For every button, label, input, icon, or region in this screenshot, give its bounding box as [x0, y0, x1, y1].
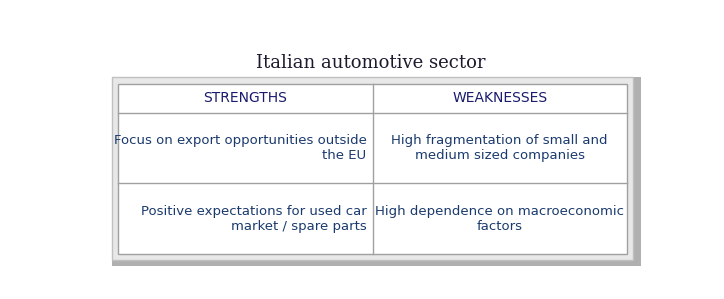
Text: Focus on export opportunities outside
the EU: Focus on export opportunities outside th…	[114, 134, 366, 162]
Text: Italian automotive sector: Italian automotive sector	[256, 54, 486, 72]
Bar	[112, 77, 633, 260]
Bar	[112, 260, 641, 268]
Bar	[119, 84, 627, 254]
Text: High dependence on macroeconomic
factors: High dependence on macroeconomic factors	[375, 205, 624, 233]
Text: Positive expectations for used car
market / spare parts: Positive expectations for used car marke…	[140, 205, 366, 233]
Text: STRENGTHS: STRENGTHS	[203, 91, 287, 105]
Text: High fragmentation of small and
medium sized companies: High fragmentation of small and medium s…	[392, 134, 608, 162]
Text: WEAKNESSES: WEAKNESSES	[452, 91, 547, 105]
Bar	[633, 77, 641, 268]
